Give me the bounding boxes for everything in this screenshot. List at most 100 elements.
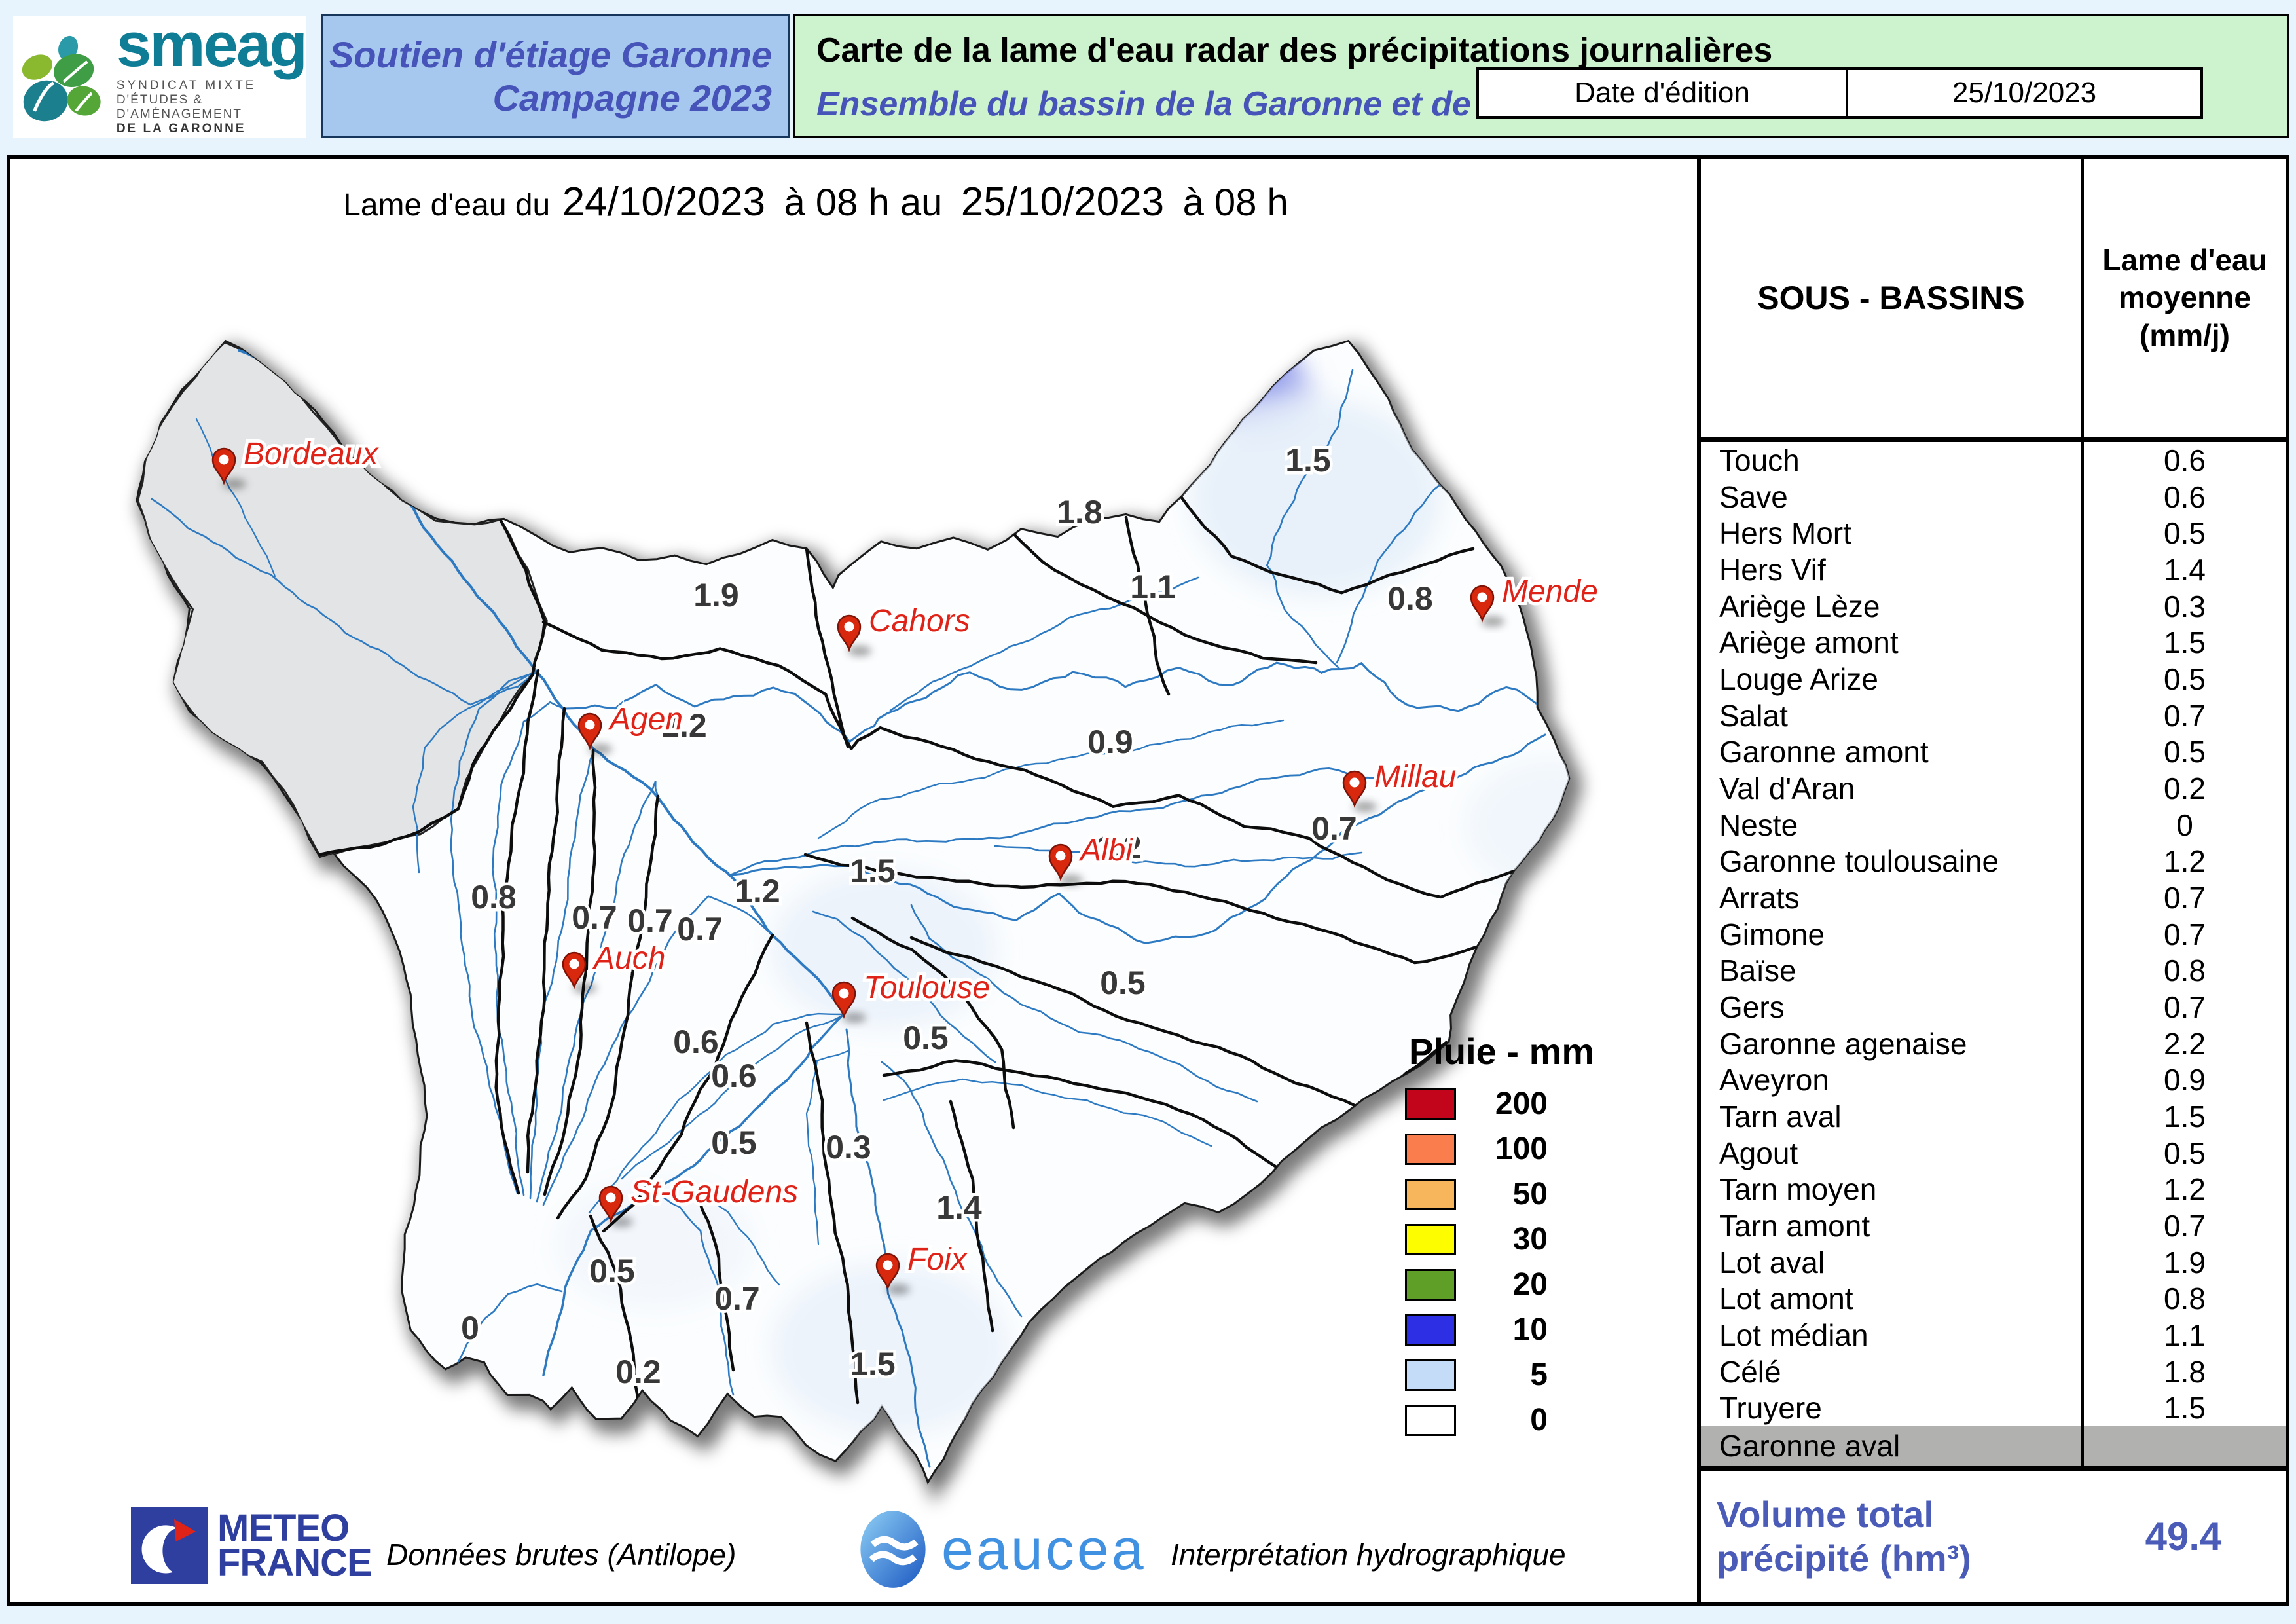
table-row: Save 0.6 [1701,478,2286,515]
river [655,1192,735,1396]
city-pin-toulouse [831,981,856,1019]
legend-label: 0 [1530,1403,1548,1437]
city-label-millau: Millau [1374,760,1456,794]
basin-name: Tarn aval [1719,1099,1842,1134]
table-row: Célé 1.8 [1701,1353,2286,1390]
volume-total-value: 49.4 [2145,1514,2222,1559]
sub-basin-border [543,748,597,1196]
basin-name: Tarn amont [1719,1208,1870,1243]
legend-swatch [1405,1088,1456,1120]
lame-eau-value-label: 0.9 [1087,724,1133,760]
table-row: Lot amont 0.8 [1701,1280,2286,1318]
title-box: Carte de la lame d'eau radar des précipi… [793,14,2289,138]
legend-swatch [1405,1178,1456,1210]
river [881,1061,1023,1318]
basin-name: Garonne amont [1719,735,1929,769]
city-pin-cahors [837,614,862,652]
legend-title: Pluie - mm [1409,1031,1595,1072]
basin-name: Gers [1719,989,1785,1024]
river [889,576,1199,712]
sub-basin-border [556,794,660,1220]
sub-basin-border [850,916,1015,1130]
city-pin-bordeaux [211,447,236,485]
legend-swatch [1405,1404,1456,1436]
lame-eau-value-label: 0.5 [1100,965,1146,1001]
pin-shadow [848,646,871,656]
lame-eau-value-label: 1.5 [850,853,896,889]
pin-shadow [1059,875,1083,885]
sub-basin-border [318,519,547,857]
smeag-brand: smeag [116,10,308,81]
basin-value: 0.7 [2081,989,2286,1025]
river [457,1283,563,1363]
table-row: Tarn aval 1.5 [1701,1098,2286,1135]
map-pin-dot [219,454,229,465]
lame-eau-value-label: 1.2 [735,873,780,910]
smeag-sub2: D'ÉTUDES & D'AMÉNAGEMENT [116,92,243,121]
volume-label-line2: précipité (hm³) [1717,1538,1971,1579]
table-row: Val d'Aran 0.2 [1701,770,2286,807]
river [731,767,1389,876]
river [588,1012,845,1214]
table-header-bassins: SOUS - BASSINS [1757,280,2025,316]
table-row: Gers 0.7 [1701,989,2286,1025]
city-pin-albi [1048,843,1073,881]
map-pin-dot [1477,592,1487,602]
legend-label: 30 [1512,1222,1548,1257]
legend-swatch [1405,1133,1456,1165]
river [1336,457,1461,664]
legend-swatch [1405,1314,1456,1346]
river [412,669,537,874]
table-row: Tarn amont 0.7 [1701,1208,2286,1244]
basin-value: 0 [2081,806,2286,843]
lame-eau-value-label: 1.1 [1130,568,1176,605]
basin-name: Neste [1719,807,1798,842]
sub-basin-border [1124,515,1171,696]
basin-value: 1.5 [2081,624,2286,661]
gray-row-label: Garonne aval [1719,1429,1901,1463]
basin-name: Agout [1719,1135,1798,1170]
sub-basin-border [494,669,540,1195]
basin-value: 1.2 [2081,1171,2286,1208]
table-row: Agout 0.5 [1701,1134,2286,1172]
legend-item: 30 [1405,1221,1594,1257]
radar-precipitation-patch [1192,399,1440,596]
basin-value: 1.5 [2081,1390,2286,1427]
table-row: Neste 0 [1701,806,2286,843]
lame-eau-value-label: 2.2 [661,707,707,744]
table-row: Salat 0.7 [1701,697,2286,734]
basin-value: 1.8 [2081,1353,2286,1390]
interpretation-caption: Interprétation hydrographique [1171,1538,1566,1572]
legend-item: 10 [1405,1312,1594,1348]
smeag-sub1: SYNDICAT MIXTE [116,78,257,92]
sub-basin-border [805,1021,860,1405]
basin-value: 0.9 [2081,1061,2286,1099]
basin-name: Truyere [1719,1391,1822,1426]
sub-basin-border [1180,496,1475,595]
river [450,671,538,1194]
basin-value: 0.5 [2081,661,2286,697]
meteo-france-line1: METEO [217,1506,350,1549]
map-pin-icon [577,712,602,750]
lame-eau-value-label: 0.6 [673,1024,719,1060]
pin-shadow [610,1217,633,1227]
map-pin-icon [562,951,587,989]
map-pin-icon [598,1185,623,1223]
river [812,910,996,1063]
gray-row-value [2081,1426,2286,1466]
table-row: Lot médian 1.1 [1701,1317,2286,1354]
city-label-foix: Foix [907,1242,968,1277]
smeag-leaves-icon [22,35,101,122]
table-row: Ariège Lèze 0.3 [1701,587,2286,625]
table-row: Baïse 0.8 [1701,952,2286,989]
sub-basin-border [949,1099,994,1333]
eaucea-wordmark: eaucea [941,1517,1146,1581]
meteo-france-icon [131,1507,208,1584]
basin-value: 0.8 [2081,952,2286,989]
basin-name: Lot amont [1719,1282,1853,1316]
lame-eau-value-label: 0 [461,1310,479,1346]
city-label-bordeaux: Bordeaux [244,437,379,471]
map-pin-dot [1055,851,1066,861]
pin-shadow [1353,802,1377,812]
